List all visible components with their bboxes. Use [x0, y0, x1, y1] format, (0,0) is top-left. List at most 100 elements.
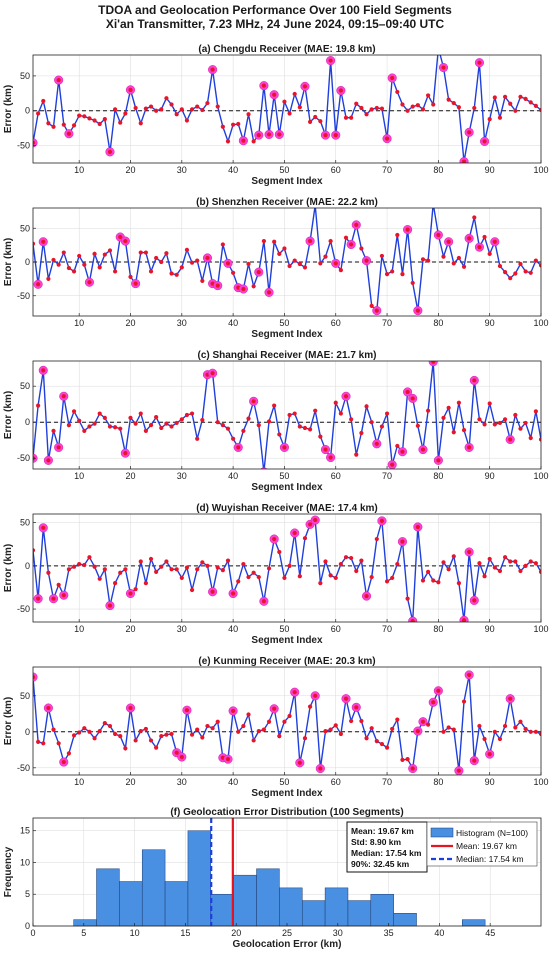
- histogram-bar: [233, 874, 257, 927]
- data-point: [533, 729, 538, 734]
- x-tick-label: 50: [279, 318, 289, 328]
- data-point: [374, 441, 379, 446]
- data-point: [426, 258, 431, 263]
- x-tick-label: 40: [228, 318, 238, 328]
- data-point: [379, 106, 385, 111]
- x-axis-label: Segment Index: [251, 482, 323, 493]
- data-point: [210, 589, 215, 594]
- legend-label: Mean: 19.67 km: [456, 841, 517, 851]
- y-tick-label: -50: [17, 604, 30, 614]
- data-point: [128, 87, 133, 92]
- data-point: [333, 261, 338, 266]
- data-point: [148, 422, 154, 428]
- data-point: [195, 104, 200, 109]
- plot-frame: [32, 360, 542, 470]
- series-group: [33, 55, 541, 163]
- data-point: [338, 88, 343, 93]
- data-point: [538, 569, 541, 574]
- data-point: [154, 569, 159, 574]
- data-point: [272, 92, 277, 97]
- data-point: [323, 133, 328, 138]
- y-tick-label: 10: [20, 857, 30, 867]
- data-point: [282, 445, 287, 450]
- data-point: [200, 735, 205, 740]
- data-point: [148, 738, 154, 743]
- x-tick-label: 90: [485, 165, 495, 175]
- data-point: [369, 420, 374, 425]
- data-point: [56, 77, 61, 83]
- data-point: [390, 575, 395, 581]
- data-point: [502, 723, 508, 729]
- data-point: [184, 565, 190, 570]
- data-point: [420, 578, 426, 583]
- histogram-bar: [347, 900, 372, 927]
- data-point: [431, 361, 436, 364]
- data-point: [210, 371, 215, 376]
- data-point: [143, 106, 148, 111]
- data-point: [395, 562, 400, 567]
- data-point: [179, 417, 184, 422]
- data-point: [46, 276, 51, 281]
- x-tick-label: 70: [382, 471, 392, 481]
- data-point: [328, 455, 333, 460]
- panel-title: (f) Geolocation Error Distribution (100 …: [170, 807, 403, 818]
- data-point: [51, 124, 56, 129]
- data-point: [395, 89, 400, 95]
- legend-label: Median: 17.54 km: [456, 854, 524, 864]
- data-point: [159, 564, 164, 569]
- data-point: [256, 422, 261, 428]
- data-point: [61, 593, 66, 598]
- data-point: [246, 574, 251, 580]
- series-group: [33, 208, 541, 316]
- data-point: [508, 276, 513, 281]
- histogram-bar: [462, 919, 486, 927]
- data-point: [272, 403, 277, 408]
- x-tick-label: 30: [177, 165, 187, 175]
- data-point: [261, 599, 267, 604]
- y-tick-label: -50: [17, 291, 30, 301]
- data-point: [87, 116, 92, 121]
- data-point: [164, 559, 169, 564]
- data-point: [441, 254, 446, 259]
- data-point: [77, 113, 82, 118]
- data-point: [46, 458, 51, 463]
- data-point: [71, 564, 77, 569]
- panel-title: (e) Kunming Receiver (MAE: 20.3 km): [198, 656, 375, 667]
- data-point: [487, 752, 492, 757]
- data-point: [395, 443, 400, 449]
- data-point: [513, 725, 518, 730]
- data-point: [169, 567, 174, 572]
- data-point: [523, 269, 528, 274]
- legend-label: Histogram (N=100): [456, 828, 528, 838]
- data-point: [107, 149, 113, 154]
- data-point: [451, 100, 456, 106]
- data-point: [148, 269, 154, 274]
- x-tick-label: 30: [177, 471, 187, 481]
- data-point: [523, 96, 528, 101]
- data-point: [189, 732, 195, 737]
- data-point: [528, 100, 533, 105]
- data-point: [323, 728, 328, 734]
- data-point: [210, 67, 215, 72]
- data-point: [467, 549, 472, 555]
- x-tick-label: 30: [177, 777, 187, 787]
- x-axis-label: Segment Index: [251, 788, 323, 799]
- x-tick-label: 70: [382, 624, 392, 634]
- data-point: [508, 559, 513, 564]
- data-point: [246, 416, 251, 421]
- figure-subtitle: Xi'an Transmitter, 7.23 MHz, 24 June 202…: [106, 17, 445, 31]
- data-point: [266, 419, 272, 424]
- data-point: [225, 261, 231, 266]
- x-tick-label: 90: [485, 318, 495, 328]
- data-point: [154, 745, 159, 750]
- data-point: [379, 424, 385, 429]
- data-point: [195, 258, 200, 263]
- data-point: [225, 426, 231, 431]
- data-point: [369, 107, 374, 112]
- data-point: [410, 619, 415, 622]
- legend-swatch-histogram: [430, 827, 454, 838]
- data-point: [513, 108, 518, 113]
- data-point: [292, 530, 297, 536]
- data-point: [420, 719, 426, 724]
- data-point: [538, 107, 541, 113]
